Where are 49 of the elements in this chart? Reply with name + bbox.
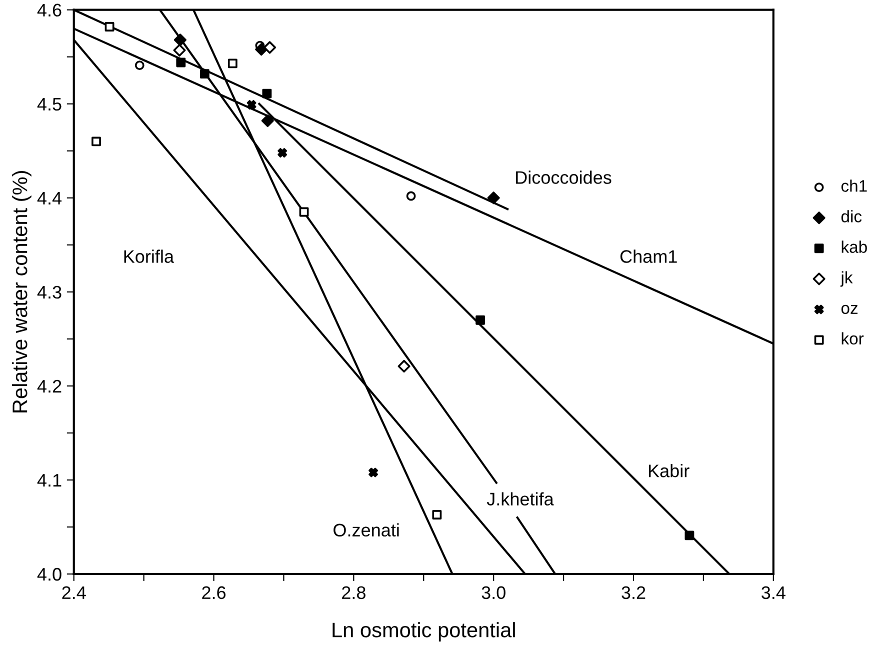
y-tick-label: 4.3 [37,286,62,299]
point [255,43,268,56]
annotation: O.zenati [334,523,399,537]
x-axis-title: Ln osmotic potential [332,622,515,642]
point [262,88,272,98]
y-tick-label: 4.1 [37,474,62,487]
point [368,468,378,478]
annotation: Kabir [648,464,690,478]
point [104,22,114,32]
point [299,207,309,217]
annotation: Cham1 [620,250,677,263]
point [176,58,186,68]
x-tick-label: 3.4 [762,586,786,600]
y-tick-label: 4.6 [37,4,62,17]
legend-label: oz [841,304,858,314]
x-tick-label: 2.8 [342,586,366,600]
y-tick-label: 4.2 [37,380,62,392]
legend-label: dic [841,210,862,222]
legend-label: kor [842,332,864,345]
point [263,41,276,54]
legend-label: kab [842,240,867,253]
annotation: Dicoccoides [516,170,612,184]
x-tick-label: 2.6 [202,586,226,600]
y-tick-label: 4.4 [37,192,62,204]
point [246,100,256,110]
point [228,58,238,68]
x-tick-label: 3.2 [622,586,646,600]
point [684,530,694,540]
point [174,34,186,46]
x-tick-label: 3.0 [482,586,506,600]
y-axis-title: Relative water content (%) [12,171,32,412]
point [200,69,210,78]
point [173,44,186,57]
y-tick-label: 4.5 [37,98,62,111]
point [398,360,410,372]
x-tick-label: 2.4 [62,586,86,599]
y-tick-label: 4.0 [37,568,62,581]
legend-label: jk [840,271,853,287]
point [432,510,442,520]
point [134,60,144,70]
point [261,114,274,128]
point [487,192,500,204]
point [476,315,486,325]
point [92,136,101,146]
point [278,148,288,158]
annotation: Korifla [124,250,174,263]
annotation: J.khetifa [486,492,554,506]
legend-label: ch1 [841,180,867,192]
point [406,191,416,201]
